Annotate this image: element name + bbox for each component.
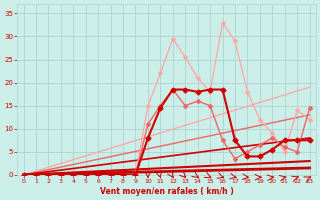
X-axis label: Vent moyen/en rafales ( km/h ): Vent moyen/en rafales ( km/h ) [100, 187, 234, 196]
